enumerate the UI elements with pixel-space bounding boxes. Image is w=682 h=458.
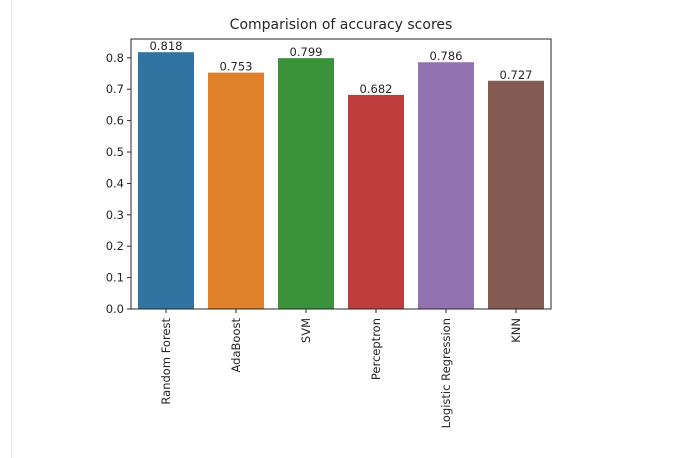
data-label: 0.786 xyxy=(430,49,463,63)
x-tick-label: KNN xyxy=(509,318,523,343)
data-label: 0.682 xyxy=(360,82,393,96)
bars-layer xyxy=(138,52,544,310)
y-tick-label: 0.2 xyxy=(106,239,124,253)
x-axis: Random Forest AdaBoost SVM Perceptron Logist… xyxy=(159,309,523,428)
y-tick-label: 0.8 xyxy=(106,51,124,65)
y-tick-label: 0.6 xyxy=(106,114,124,128)
chart-title: Comparision of accuracy scores xyxy=(230,17,453,33)
bar-logistic-regression xyxy=(418,62,474,309)
bar-perceptron xyxy=(348,94,404,309)
notebook-cell-border xyxy=(11,0,12,458)
data-label: 0.727 xyxy=(500,68,533,82)
data-labels-layer: 0.818 0.753 0.799 0.682 0.786 0.727 xyxy=(150,39,533,96)
x-tick-label: Perceptron xyxy=(369,318,383,380)
x-tick-label: Random Forest xyxy=(159,318,173,405)
y-axis: 0.0 0.1 0.2 0.3 0.4 0.5 0.6 0.7 0.8 xyxy=(106,51,131,316)
bar-adaboost xyxy=(208,72,264,310)
bar-svm xyxy=(278,58,334,310)
y-tick-label: 0.4 xyxy=(106,176,124,190)
x-tick-label: AdaBoost xyxy=(229,318,243,373)
x-tick-label: Logistic Regression xyxy=(439,318,453,428)
x-tick-label: SVM xyxy=(299,318,313,343)
bar-random-forest xyxy=(138,52,194,310)
data-label: 0.799 xyxy=(290,45,323,59)
y-tick-label: 0.3 xyxy=(106,208,124,222)
bar-knn xyxy=(488,80,544,309)
plot-frame xyxy=(130,38,552,310)
data-label: 0.753 xyxy=(220,60,253,74)
y-tick-label: 0.5 xyxy=(106,145,124,159)
y-tick-label: 0.7 xyxy=(106,82,124,96)
y-tick-label: 0.0 xyxy=(106,302,124,316)
data-label: 0.818 xyxy=(150,39,183,53)
y-tick-label: 0.1 xyxy=(106,271,124,285)
